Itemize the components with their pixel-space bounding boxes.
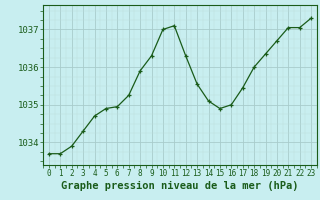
X-axis label: Graphe pression niveau de la mer (hPa): Graphe pression niveau de la mer (hPa)	[61, 181, 299, 191]
